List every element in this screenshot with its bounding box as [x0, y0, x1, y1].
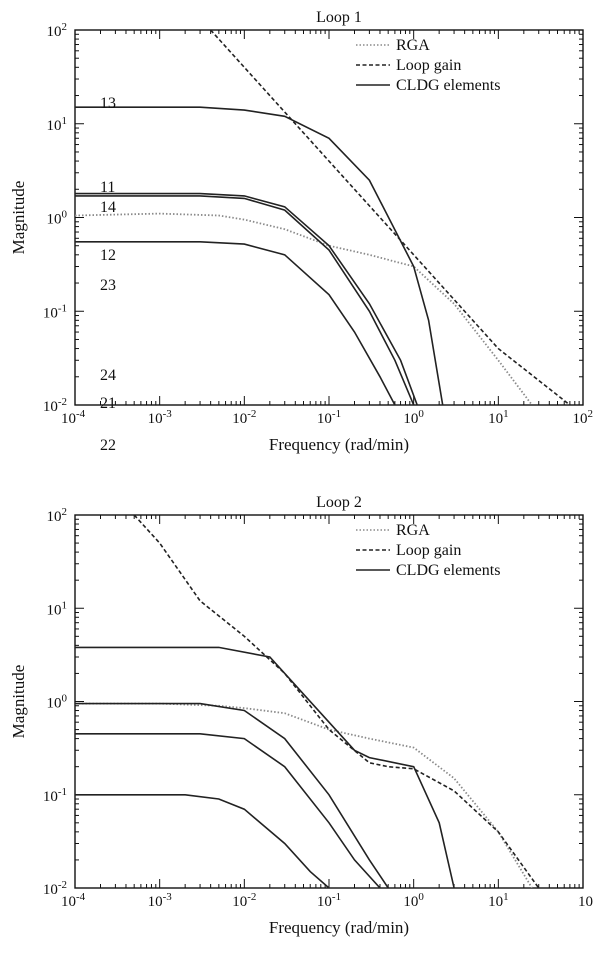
series-cldg-21	[75, 732, 381, 888]
y-tick-label: 101	[47, 115, 68, 134]
curve-label: 13	[100, 95, 116, 112]
y-axis-label: Magnitude	[9, 181, 28, 255]
x-tick-label: 100	[403, 891, 424, 910]
y-tick-label: 10-1	[43, 786, 67, 805]
legend: RGA Loop gain CLDG elements	[356, 522, 500, 579]
legend: RGA Loop gain CLDG elements	[356, 37, 500, 94]
series-cldg-24	[75, 702, 389, 888]
curve-label: 11	[100, 179, 115, 196]
x-tick-label: 10-2	[232, 891, 256, 910]
x-tick-label: 10	[578, 894, 593, 910]
legend-label: RGA	[396, 37, 430, 54]
axis-ticks	[74, 29, 584, 406]
x-tick-label: 10-1	[317, 408, 341, 427]
x-axis-label: Frequency (rad/min)	[269, 918, 409, 937]
y-tick-label: 10-1	[43, 302, 67, 321]
legend-label: Loop gain	[396, 542, 461, 559]
series-cldg-22	[75, 793, 330, 888]
x-axis-label: Frequency (rad/min)	[269, 435, 409, 454]
y-tick-label: 10-2	[43, 396, 67, 415]
series-cldg-23	[75, 646, 455, 888]
x-tick-label: 101	[488, 891, 509, 910]
curve-label: 24	[100, 367, 116, 384]
chart-title: Loop 1	[316, 9, 362, 26]
y-tick-label: 101	[47, 599, 68, 618]
y-tick-label: 102	[47, 21, 68, 40]
legend-label: CLDG elements	[396, 77, 500, 94]
y-tick-label: 100	[47, 693, 68, 712]
series-rga	[75, 212, 533, 405]
curve-label: 21	[100, 395, 116, 412]
series-cldg-13	[75, 106, 444, 405]
x-tick-label: 10-4	[61, 891, 86, 910]
legend-label: RGA	[396, 522, 430, 539]
series-cldg-12	[75, 241, 396, 405]
series-loop-gain	[210, 30, 571, 405]
x-tick-label: 10-4	[61, 408, 86, 427]
plot-frame	[74, 29, 584, 406]
curve-label: 14	[100, 199, 116, 216]
x-tick-label: 100	[403, 408, 424, 427]
x-tick-label: 10-1	[317, 891, 341, 910]
series-rga	[75, 702, 533, 888]
chart-panel-2: Loop 2 10-4 10-3 10-2 10-1 100 101 10 10-2 10-1 10…	[9, 277, 593, 937]
curve-label: 22	[100, 437, 116, 454]
curve-label: 12	[100, 247, 116, 264]
chart-panel-1: Loop 1 10-4 10-3 10-2 10-1 100 101 102 10-2 10-1 1…	[9, 9, 593, 454]
series-cldg-14	[75, 195, 415, 405]
x-tick-label: 10-2	[232, 408, 256, 427]
legend-label: CLDG elements	[396, 562, 500, 579]
series-group	[75, 515, 540, 888]
y-tick-label: 102	[47, 506, 68, 525]
legend-label: Loop gain	[396, 57, 461, 74]
x-tick-label: 10-3	[148, 891, 173, 910]
x-tick-label: 10-3	[148, 408, 173, 427]
y-tick-label: 100	[47, 209, 68, 228]
curve-label: 23	[100, 277, 116, 294]
series-loop-gain	[133, 515, 540, 888]
series-cldg-11	[75, 192, 418, 405]
x-tick-label: 101	[488, 408, 509, 427]
chart-title: Loop 2	[316, 494, 362, 511]
series-group	[75, 30, 571, 405]
plot-frame	[74, 514, 584, 889]
axis-ticks	[74, 514, 584, 889]
y-axis-label: Magnitude	[9, 665, 28, 739]
x-tick-label: 102	[573, 408, 594, 427]
y-tick-label: 10-2	[43, 879, 67, 898]
